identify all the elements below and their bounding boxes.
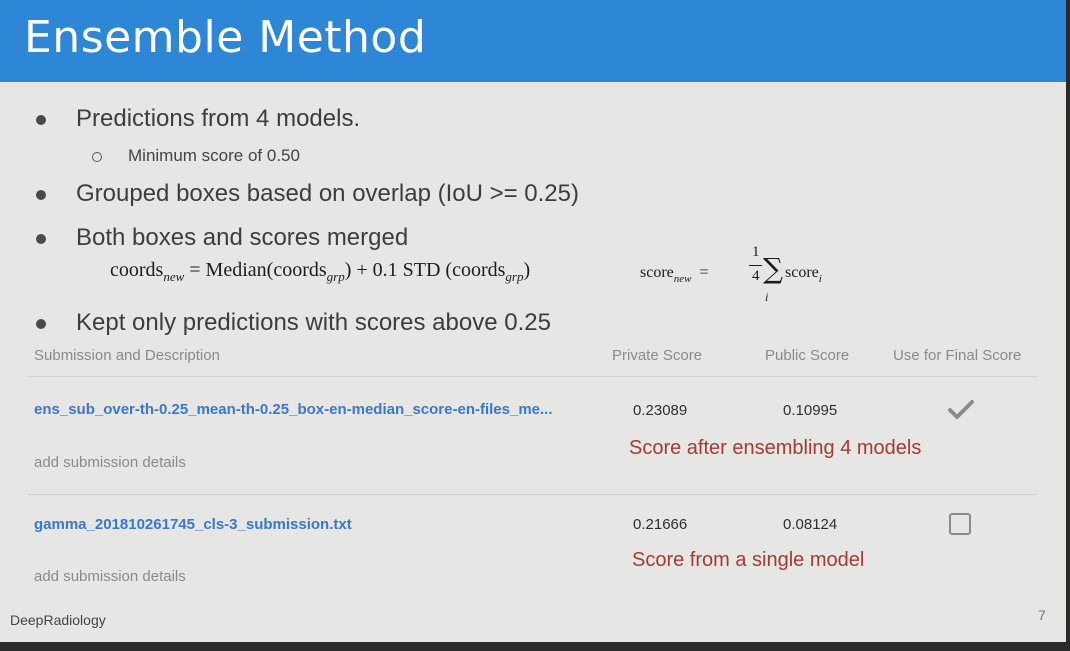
bullet-dot-icon: [36, 234, 46, 244]
coords-formula: coordsnew = Median(coordsgrp) + 0.1 STD …: [110, 259, 531, 284]
slide-title: Ensemble Method: [24, 12, 427, 63]
sub-bullet-text: Minimum score of 0.50: [128, 146, 300, 165]
private-score: 0.21666: [633, 516, 688, 533]
add-submission-details-link[interactable]: add submission details: [34, 568, 186, 585]
fraction-numerator: 1: [752, 244, 760, 260]
page-number: 7: [1038, 607, 1046, 623]
bullet-dot-icon: [36, 319, 46, 329]
score-formula-left: scorenew =: [640, 264, 709, 285]
bullet-dot-icon: [36, 190, 46, 200]
hollow-circle-icon: [92, 152, 102, 162]
public-score: 0.08124: [783, 516, 838, 533]
bullet-text: Predictions from 4 models.: [76, 105, 361, 132]
fraction-bar: [749, 265, 762, 266]
bullet-text: Grouped boxes based on overlap (IoU >= 0…: [76, 180, 579, 207]
bullet-text: Both boxes and scores merged: [76, 224, 409, 251]
table-divider: [28, 494, 1038, 495]
footer-brand: DeepRadiology: [10, 612, 106, 628]
sum-index: i: [765, 290, 769, 304]
score-annotation: Score from a single model: [632, 549, 865, 571]
title-bar: Ensemble Method: [0, 0, 1066, 82]
submission-link[interactable]: ens_sub_over-th-0.25_mean-th-0.25_box-en…: [34, 401, 553, 418]
private-score: 0.23089: [633, 402, 688, 419]
public-score: 0.10995: [783, 402, 838, 419]
table-divider: [28, 376, 1038, 377]
checkmark-icon[interactable]: [947, 398, 975, 422]
bullet-dot-icon: [36, 115, 46, 125]
fraction-denominator: 4: [752, 268, 760, 284]
submission-link[interactable]: gamma_201810261745_cls-3_submission.txt: [34, 516, 352, 533]
bullet-text: Kept only predictions with scores above …: [76, 309, 551, 336]
header-private-score[interactable]: Private Score: [612, 347, 703, 364]
header-submission: Submission and Description: [34, 347, 220, 364]
checkbox-icon[interactable]: [949, 513, 971, 535]
header-public-score[interactable]: Public Score: [765, 347, 850, 364]
score-term: scorei: [785, 264, 822, 285]
sigma-icon: ∑: [763, 252, 783, 285]
score-annotation: Score after ensembling 4 models: [629, 437, 922, 459]
add-submission-details-link[interactable]: add submission details: [34, 454, 186, 471]
header-final-score: Use for Final Score: [893, 347, 1022, 364]
